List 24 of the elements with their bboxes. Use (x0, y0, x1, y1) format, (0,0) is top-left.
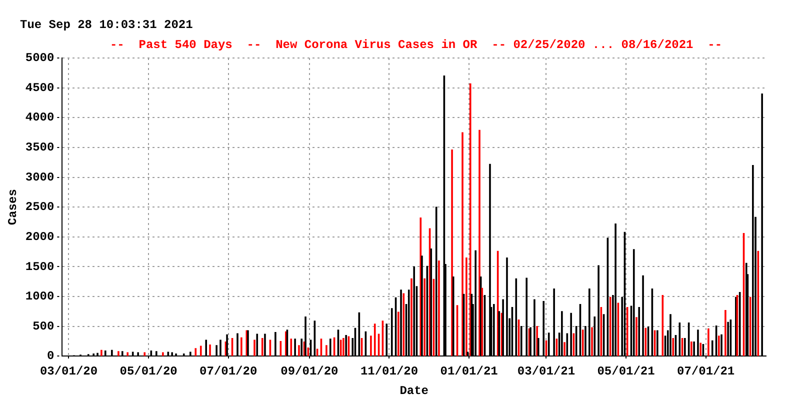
y-tick-label: 2000 (25, 230, 54, 244)
y-tick-label: 1000 (25, 290, 54, 304)
x-tick-label: 09/01/20 (280, 364, 338, 378)
y-tick-label: 3500 (25, 140, 54, 154)
y-tick-label: 2500 (25, 200, 54, 214)
y-tick-label: 5000 (25, 51, 54, 66)
x-tick-label: 03/01/21 (517, 364, 576, 378)
y-tick-label: 4500 (25, 80, 54, 95)
x-tick-label: 03/01/20 (40, 364, 98, 378)
x-tick-label: 07/01/20 (200, 364, 258, 378)
chart-title: -- Past 540 Days -- New Corona Virus Cases in OR -- 02/25/2020 ... 08/16/2021 -- (110, 38, 722, 52)
text: Tue Sep 28 10:03:31 2021 (20, 18, 193, 32)
x-tick-label: 07/01/21 (677, 364, 735, 378)
y-tick-label: 0 (47, 349, 54, 364)
x-axis-title: Date (400, 384, 429, 398)
y-axis-title: Cases (6, 189, 20, 226)
y-tick-label: 4000 (25, 110, 54, 125)
y-tick-label: 3000 (25, 170, 54, 184)
x-tick-label: 05/01/21 (597, 364, 655, 378)
x-tick-label: 11/01/20 (360, 364, 418, 378)
x-tick-label: 01/01/21 (440, 364, 498, 378)
y-tick-label: 500 (32, 319, 54, 334)
x-tick-label: 05/01/20 (120, 364, 178, 378)
y-tick-label: 1500 (25, 260, 54, 274)
